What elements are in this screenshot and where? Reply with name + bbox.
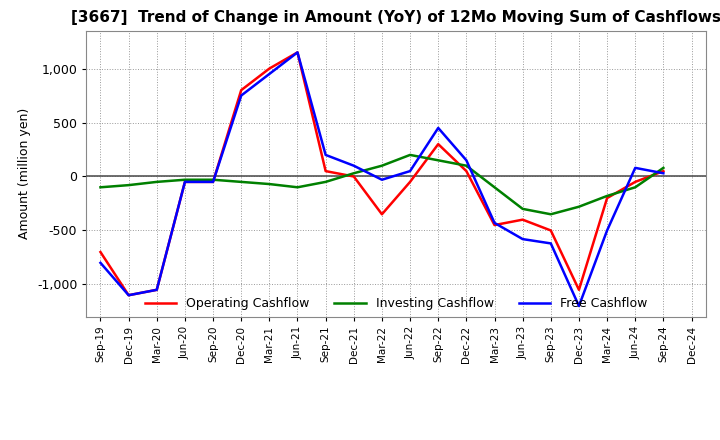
Free Cashflow: [490, 220, 499, 226]
Operating Cashflow: [237, 88, 246, 93]
Operating Cashflow: [462, 169, 471, 174]
Investing Cashflow: [265, 181, 274, 187]
Free Cashflow: [434, 125, 443, 131]
Free Cashflow: [265, 71, 274, 77]
Operating Cashflow: [575, 287, 583, 293]
Investing Cashflow: [631, 185, 639, 190]
Operating Cashflow: [659, 169, 667, 174]
Free Cashflow: [293, 50, 302, 55]
Investing Cashflow: [181, 177, 189, 182]
Line: Investing Cashflow: Investing Cashflow: [101, 155, 663, 214]
Operating Cashflow: [181, 179, 189, 184]
Title: [3667]  Trend of Change in Amount (YoY) of 12Mo Moving Sum of Cashflows: [3667] Trend of Change in Amount (YoY) o…: [71, 11, 720, 26]
Operating Cashflow: [406, 179, 415, 184]
Investing Cashflow: [546, 212, 555, 217]
Operating Cashflow: [631, 179, 639, 184]
Operating Cashflow: [434, 142, 443, 147]
Operating Cashflow: [96, 249, 105, 255]
Free Cashflow: [349, 163, 358, 169]
Free Cashflow: [237, 93, 246, 98]
Operating Cashflow: [349, 174, 358, 179]
Operating Cashflow: [377, 212, 386, 217]
Free Cashflow: [125, 293, 133, 298]
Free Cashflow: [659, 171, 667, 176]
Investing Cashflow: [349, 171, 358, 176]
Free Cashflow: [377, 177, 386, 182]
Line: Free Cashflow: Free Cashflow: [101, 52, 663, 306]
Free Cashflow: [209, 179, 217, 184]
Operating Cashflow: [490, 223, 499, 228]
Line: Operating Cashflow: Operating Cashflow: [101, 52, 663, 295]
Free Cashflow: [546, 241, 555, 246]
Operating Cashflow: [265, 66, 274, 71]
Free Cashflow: [462, 158, 471, 163]
Investing Cashflow: [377, 163, 386, 169]
Investing Cashflow: [237, 179, 246, 184]
Investing Cashflow: [209, 177, 217, 182]
Operating Cashflow: [518, 217, 527, 222]
Free Cashflow: [603, 228, 611, 233]
Investing Cashflow: [434, 158, 443, 163]
Free Cashflow: [518, 236, 527, 242]
Investing Cashflow: [321, 179, 330, 184]
Investing Cashflow: [125, 183, 133, 188]
Free Cashflow: [321, 152, 330, 158]
Operating Cashflow: [293, 50, 302, 55]
Operating Cashflow: [546, 228, 555, 233]
Free Cashflow: [153, 287, 161, 293]
Investing Cashflow: [603, 193, 611, 198]
Operating Cashflow: [321, 169, 330, 174]
Operating Cashflow: [209, 179, 217, 184]
Investing Cashflow: [490, 185, 499, 190]
Free Cashflow: [406, 169, 415, 174]
Investing Cashflow: [153, 179, 161, 184]
Free Cashflow: [631, 165, 639, 171]
Investing Cashflow: [96, 185, 105, 190]
Free Cashflow: [575, 303, 583, 308]
Operating Cashflow: [125, 293, 133, 298]
Legend: Operating Cashflow, Investing Cashflow, Free Cashflow: Operating Cashflow, Investing Cashflow, …: [138, 291, 654, 316]
Investing Cashflow: [462, 163, 471, 169]
Free Cashflow: [181, 179, 189, 184]
Free Cashflow: [96, 260, 105, 265]
Y-axis label: Amount (million yen): Amount (million yen): [19, 108, 32, 239]
Operating Cashflow: [153, 287, 161, 293]
Investing Cashflow: [575, 204, 583, 209]
Operating Cashflow: [603, 195, 611, 201]
Investing Cashflow: [406, 152, 415, 158]
Investing Cashflow: [518, 206, 527, 212]
Investing Cashflow: [659, 165, 667, 171]
Investing Cashflow: [293, 185, 302, 190]
